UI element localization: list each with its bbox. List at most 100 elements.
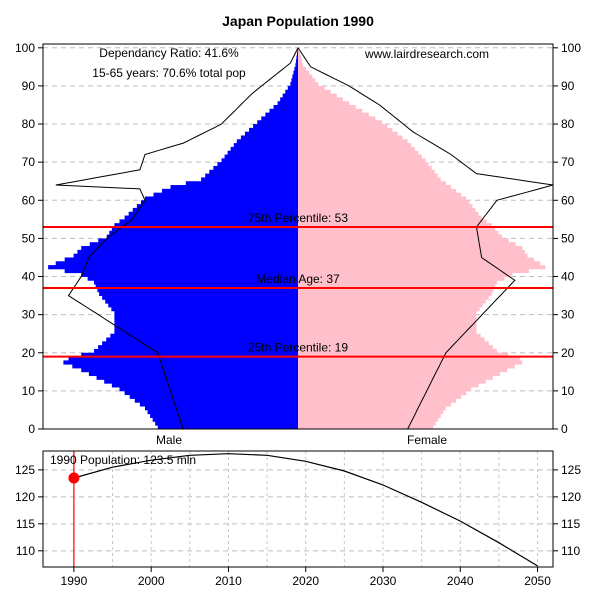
ytick-label: 50 <box>561 231 575 245</box>
ytick-label: 40 <box>561 270 575 284</box>
male-bar <box>119 219 298 224</box>
female-bar <box>298 409 444 415</box>
female-bar <box>298 204 473 209</box>
female-bar <box>298 276 505 281</box>
male-bar <box>48 265 298 270</box>
male-bar <box>89 242 298 247</box>
pyramid-frame <box>42 43 554 430</box>
ytick-label: 30 <box>22 308 36 322</box>
female-bar <box>298 51 301 56</box>
ytick-label: 0 <box>28 422 35 436</box>
female-bar <box>298 284 496 289</box>
female-bar <box>298 169 435 175</box>
male-bar <box>95 284 298 289</box>
female-bar <box>298 177 441 182</box>
male-bar <box>81 272 298 277</box>
working-age-text: 15-65 years: 70.6% total pop <box>92 66 246 80</box>
ytick-label: 115 <box>561 517 580 531</box>
dependency-ratio-text: Dependancy Ratio: 41.6% <box>99 46 239 60</box>
male-bar <box>72 364 298 369</box>
male-bar <box>110 333 298 338</box>
female-bar <box>298 425 434 430</box>
female-bar <box>298 116 376 121</box>
male-bar <box>128 211 298 216</box>
ytick-label: 50 <box>22 231 36 245</box>
male-bar <box>213 165 298 171</box>
percentile-label: 75th Percentile: 53 <box>248 211 348 225</box>
female-bar <box>298 101 349 106</box>
male-bar <box>185 181 298 186</box>
female-bar <box>298 360 523 365</box>
male-bar <box>257 120 298 125</box>
male-bar <box>124 215 298 220</box>
male-bar <box>102 341 298 346</box>
male-bar <box>227 150 298 155</box>
male-bar <box>94 348 298 354</box>
female-bar <box>298 85 325 91</box>
ytick-label: 70 <box>561 155 575 169</box>
male-bar <box>111 383 298 388</box>
female-bar <box>298 379 486 384</box>
female-bar <box>298 303 483 308</box>
male-bar <box>157 425 298 430</box>
female-bar <box>298 47 300 53</box>
female-bar <box>298 242 516 247</box>
ytick-label: 120 <box>561 490 581 504</box>
female-bar <box>298 238 509 243</box>
xtick-label: 2010 <box>215 574 242 588</box>
ytick-label: 125 <box>15 463 35 477</box>
male-bar <box>114 223 299 228</box>
line-series <box>68 451 538 567</box>
female-bar <box>298 398 457 403</box>
male-bar <box>280 97 298 102</box>
line-yaxis-right: 110 115 120 125 <box>553 463 581 558</box>
male-bar <box>249 127 298 133</box>
male-bar <box>111 226 298 232</box>
female-bar <box>298 78 316 83</box>
male-bar <box>296 51 298 56</box>
male-bar <box>240 135 298 140</box>
ytick-label: 20 <box>561 346 575 360</box>
population-text: 1990 Population: 123.5 mln <box>50 453 196 467</box>
female-bar <box>298 257 534 262</box>
male-bar <box>81 368 298 373</box>
xtick-label: 2030 <box>370 574 397 588</box>
female-bar <box>298 295 489 300</box>
female-bar <box>298 406 446 411</box>
female-bar <box>298 352 509 357</box>
male-bar <box>290 82 298 87</box>
pyramid-bars <box>48 47 546 430</box>
male-bar <box>205 173 298 178</box>
male-bar <box>114 322 299 327</box>
ytick-label: 0 <box>561 422 568 436</box>
female-bar <box>298 82 319 87</box>
female-bar <box>298 364 515 369</box>
female-bar <box>298 146 415 152</box>
female-bar <box>298 272 513 277</box>
male-bar <box>109 230 298 235</box>
female-bar <box>298 280 497 285</box>
male-bar <box>295 59 298 64</box>
female-bar <box>298 413 441 418</box>
population-line-panel: 1990 Population: 123.5 mln 110115120125 … <box>15 450 581 588</box>
line-yaxis-left: 110 115 120 125 <box>15 463 43 558</box>
female-axis-label: Female <box>407 433 447 447</box>
female-bar <box>298 181 446 186</box>
female-bar <box>298 318 477 323</box>
ytick-label: 100 <box>15 41 35 55</box>
male-bar <box>294 66 298 72</box>
male-bar <box>150 413 298 418</box>
female-bar <box>298 215 482 220</box>
male-bar <box>152 417 298 422</box>
male-bar <box>68 356 298 361</box>
female-bar <box>298 89 331 94</box>
female-bar <box>298 265 546 270</box>
male-bar <box>261 116 298 121</box>
female-bar <box>298 299 486 304</box>
male-bar <box>124 390 298 396</box>
male-bar <box>88 371 299 377</box>
ytick-label: 30 <box>561 308 575 322</box>
female-bar <box>298 348 497 354</box>
male-bar <box>145 406 298 411</box>
